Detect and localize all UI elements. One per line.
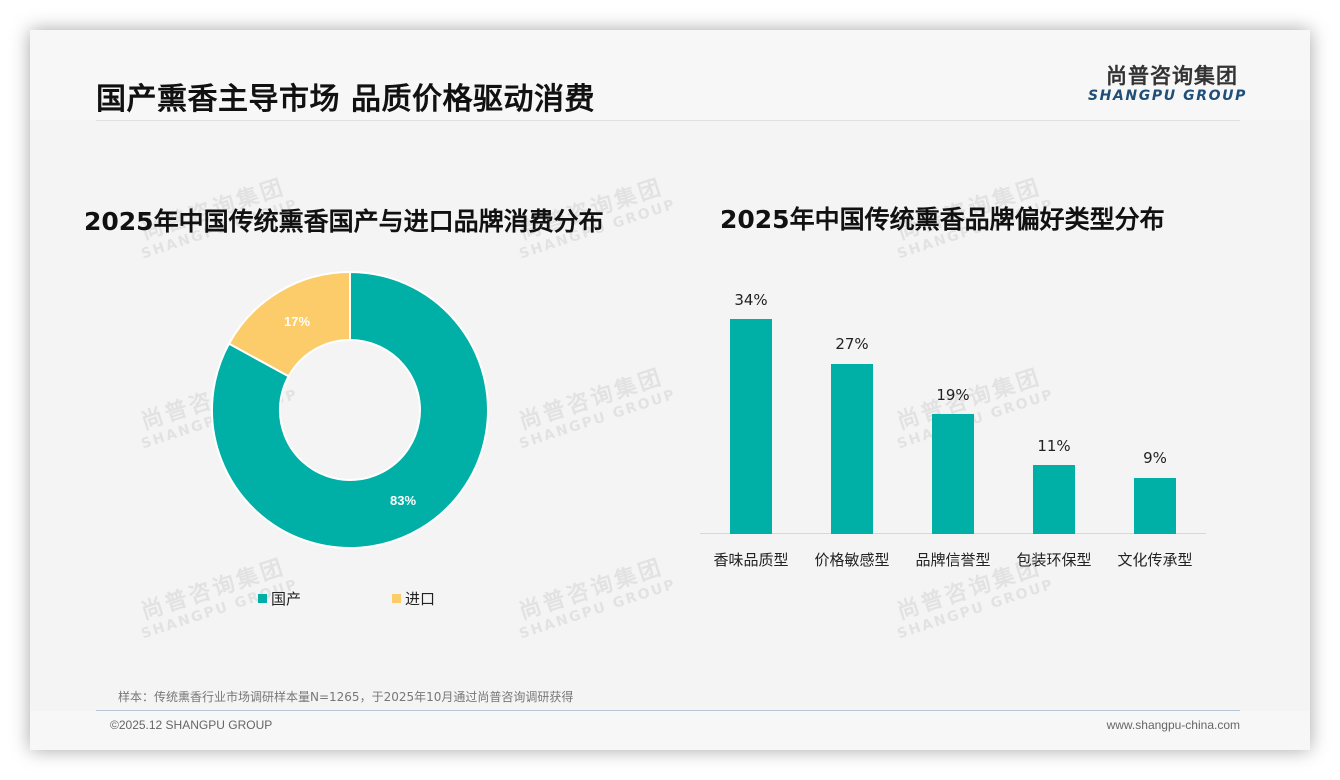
legend-item-domestic[interactable]: 国产	[258, 588, 301, 609]
legend-swatch-icon	[258, 594, 267, 603]
bar-eco-packaging[interactable]	[1033, 465, 1075, 534]
slide: 尚普咨询集团 SHANGPU GROUP 尚普咨询集团 SHANGPU GROUP …	[30, 30, 1310, 750]
logo-cn: 尚普咨询集团	[1106, 64, 1238, 88]
bar-value: 11%	[1037, 437, 1071, 455]
header-band	[30, 30, 1310, 120]
bar-category: 价格敏感型	[814, 551, 890, 569]
bar-category: 品牌信誉型	[915, 551, 991, 569]
donut-slice-domestic[interactable]	[210, 270, 489, 549]
bar-value: 34%	[734, 291, 768, 309]
footer-band	[30, 711, 1310, 750]
page-title: 国产熏香主导市场 品质价格驱动消费	[96, 82, 595, 117]
bar-flavor-quality[interactable]	[730, 319, 772, 534]
donut-slice-import[interactable]	[227, 270, 351, 378]
sample-note: 样本：传统熏香行业市场调研样本量N=1265，于2025年10月通过尚普咨询调研…	[118, 690, 574, 704]
bar-chart-title: 2025年中国传统熏香品牌偏好类型分布	[720, 205, 1165, 234]
bar-value: 9%	[1143, 449, 1167, 467]
bar-brand-reputation[interactable]	[932, 414, 974, 534]
bar-category: 香味品质型	[713, 551, 789, 569]
slice-label-domestic: 83%	[390, 493, 416, 508]
legend-item-import[interactable]: 进口	[392, 588, 435, 609]
bar-value: 27%	[835, 335, 869, 353]
bar-category: 包装环保型	[1016, 551, 1092, 569]
donut-chart-title: 2025年中国传统熏香国产与进口品牌消费分布	[84, 207, 604, 236]
bar-cultural-heritage[interactable]	[1134, 478, 1176, 534]
logo-en: SHANGPU GROUP	[1088, 88, 1247, 104]
company-logo: 尚普咨询集团 SHANGPU GROUP	[1088, 64, 1247, 104]
website-link[interactable]: www.shangpu-china.com	[1106, 718, 1240, 732]
legend-swatch-icon	[392, 594, 401, 603]
legend-label: 国产	[271, 590, 302, 608]
title-divider	[96, 120, 1240, 121]
bar-category: 文化传承型	[1117, 551, 1193, 569]
donut-chart: 17% 83%	[210, 270, 489, 549]
copyright: ©2025.12 SHANGPU GROUP	[110, 718, 273, 732]
bar-price-sensitive[interactable]	[831, 364, 873, 534]
footer-divider	[96, 710, 1240, 711]
bar-chart: 34% 香味品质型 27% 价格敏感型 19% 品牌信誉型 11% 包装环保型 …	[700, 285, 1206, 569]
bar-value: 19%	[936, 386, 970, 404]
slice-label-import: 17%	[284, 314, 310, 329]
legend-label: 进口	[405, 590, 436, 608]
